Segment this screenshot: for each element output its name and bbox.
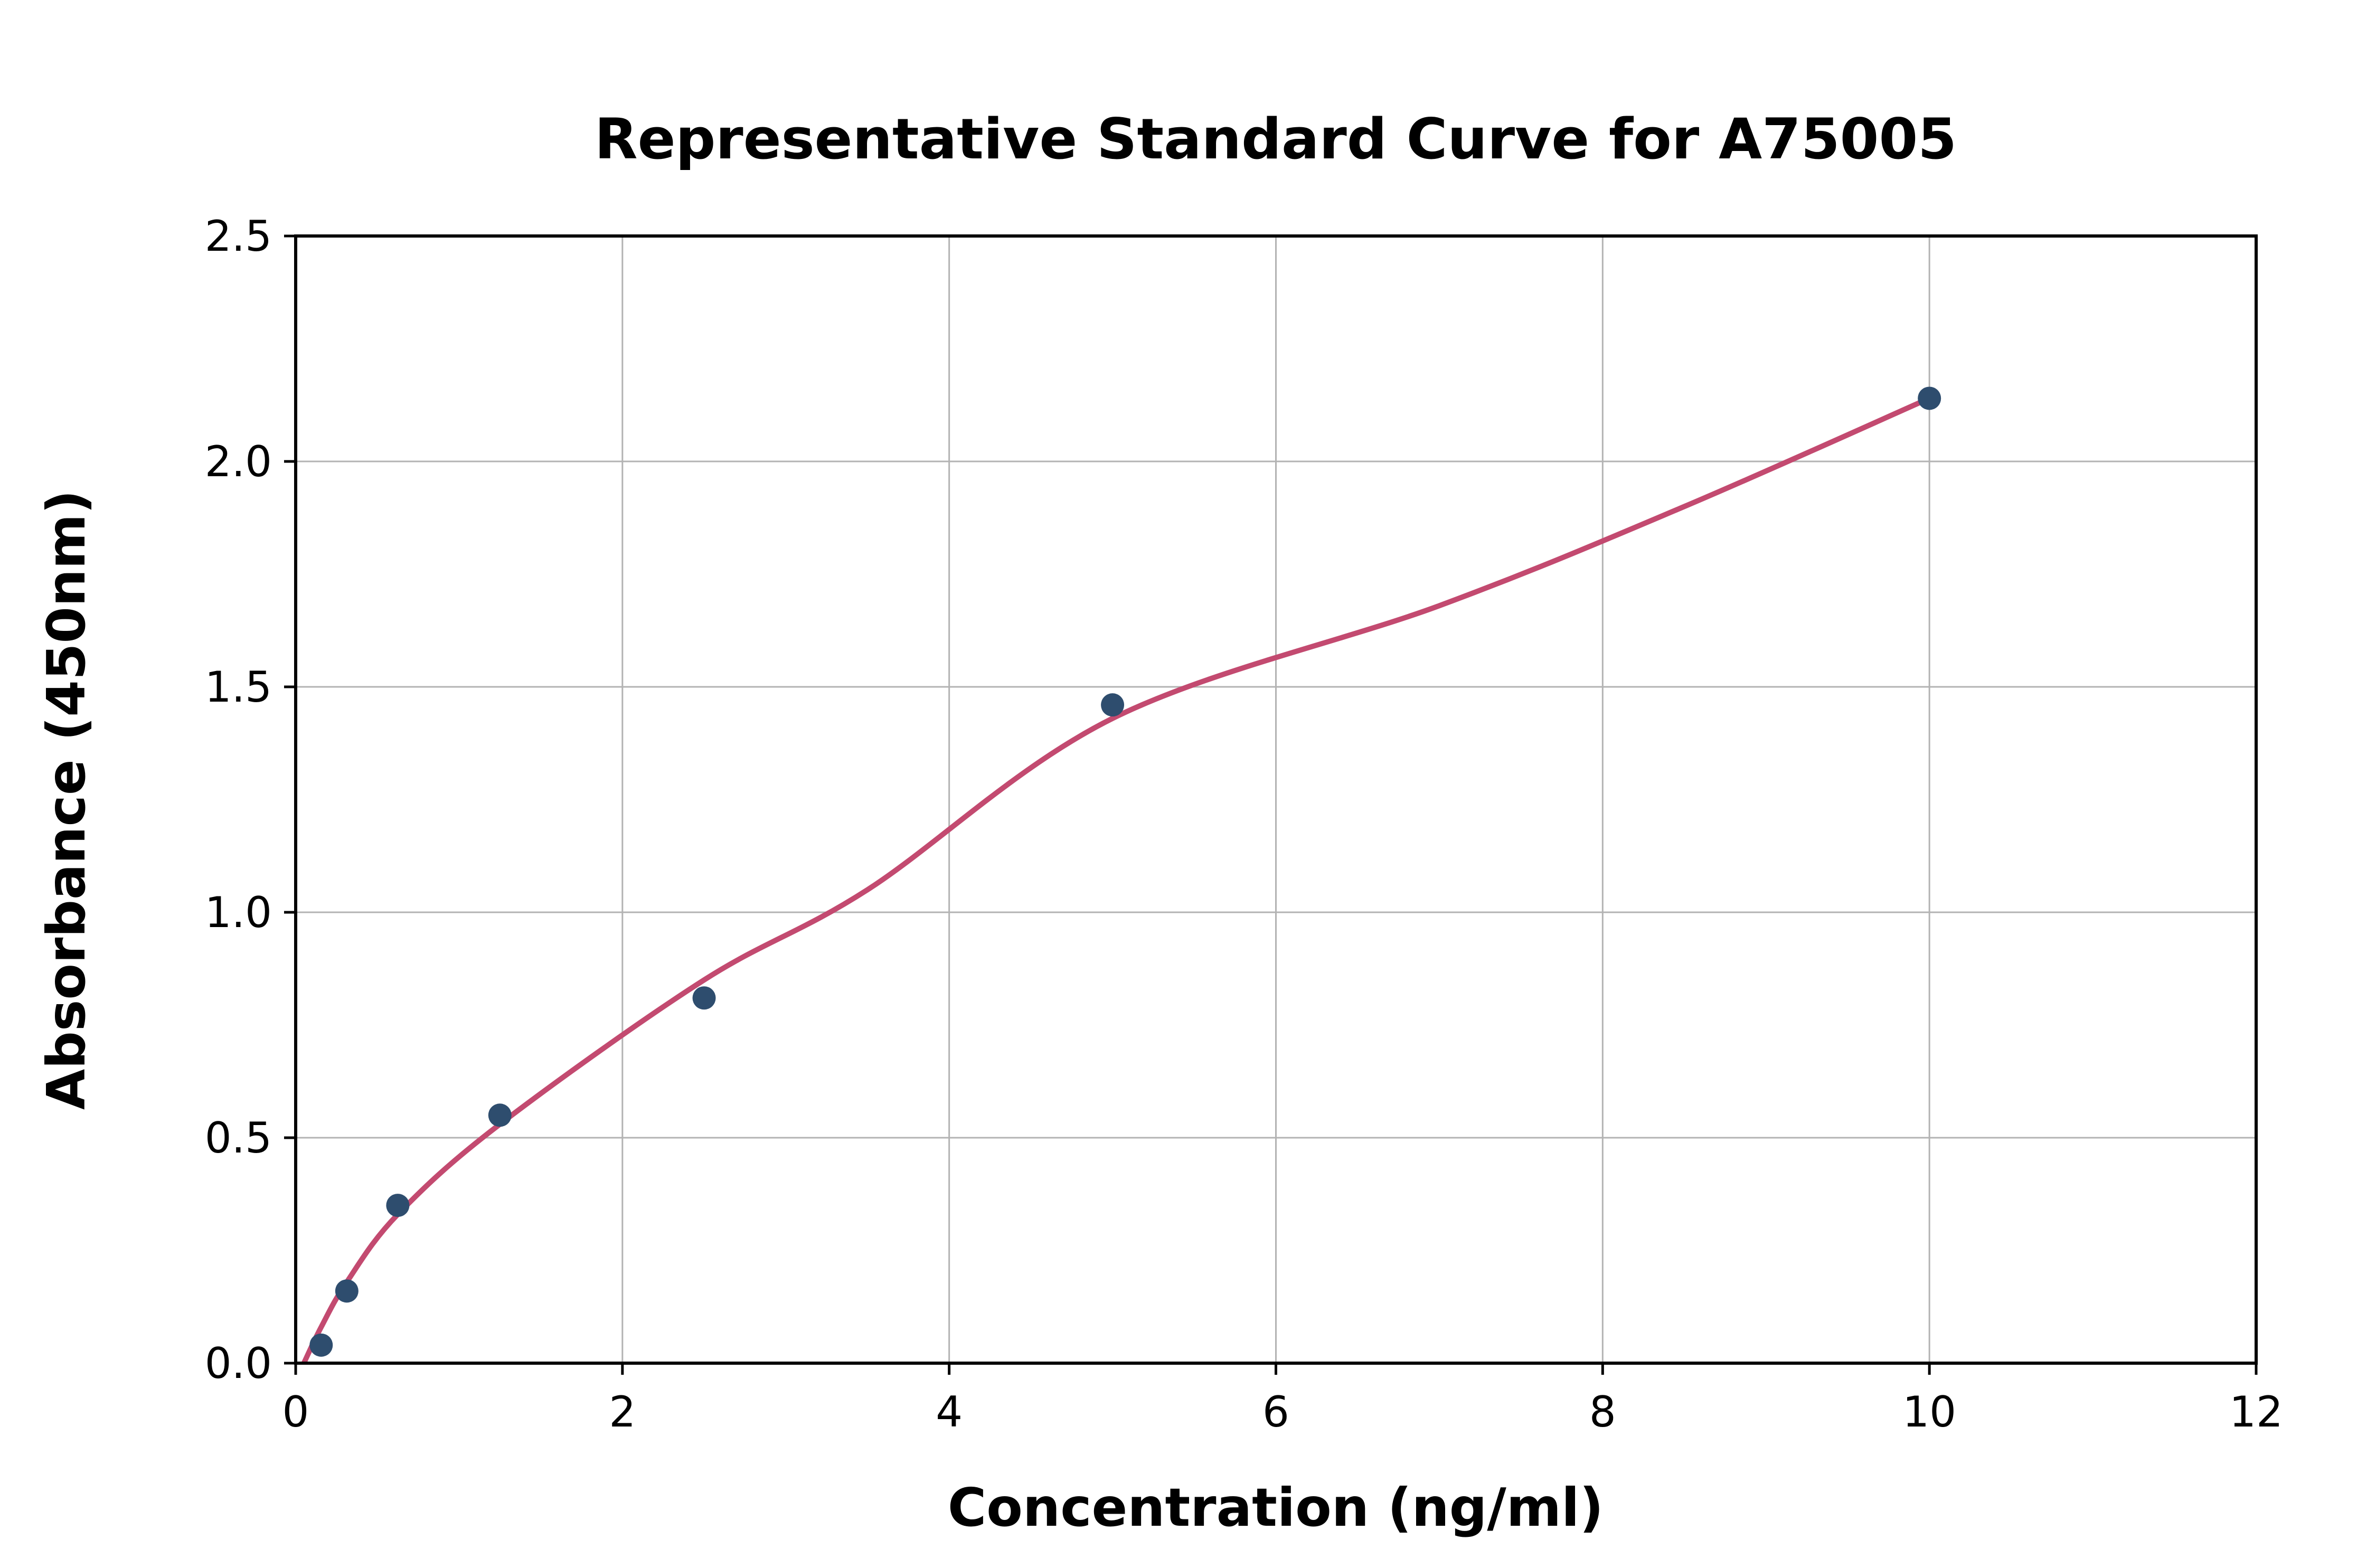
x-tick-label: 8 xyxy=(1589,1387,1616,1437)
chart-title: Representative Standard Curve for A75005 xyxy=(595,107,1957,172)
x-tick-label: 4 xyxy=(936,1387,963,1437)
data-point xyxy=(335,1279,359,1303)
data-point xyxy=(1918,386,1941,410)
data-point xyxy=(488,1103,512,1127)
y-tick-label: 0.0 xyxy=(205,1339,272,1388)
data-point xyxy=(386,1194,410,1217)
axis-layer: 0 2 4 6 8 10 12 0.0 0.5 1.0 1.5 2.0 2.5 xyxy=(205,212,2283,1437)
y-tick-label: 1.5 xyxy=(205,663,272,712)
x-tick-label: 0 xyxy=(282,1387,309,1437)
plot-layer xyxy=(301,386,1941,1365)
x-tick-label: 2 xyxy=(609,1387,636,1437)
x-tick-label: 12 xyxy=(2229,1387,2283,1437)
y-axis-label: Absorbance (450nm) xyxy=(35,490,97,1110)
y-tick-label: 2.5 xyxy=(205,212,272,261)
y-tick-label: 2.0 xyxy=(205,437,272,486)
data-point xyxy=(692,986,716,1010)
data-point xyxy=(1101,693,1125,717)
grid-layer xyxy=(295,235,2257,1364)
x-tick-label: 6 xyxy=(1262,1387,1289,1437)
fit-curve xyxy=(301,395,1931,1365)
data-point xyxy=(309,1333,333,1357)
y-tick-label: 1.0 xyxy=(205,888,272,937)
y-tick-label: 0.5 xyxy=(205,1113,272,1163)
x-axis-label: Concentration (ng/ml) xyxy=(948,1477,1604,1538)
x-tick-label: 10 xyxy=(1902,1387,1956,1437)
